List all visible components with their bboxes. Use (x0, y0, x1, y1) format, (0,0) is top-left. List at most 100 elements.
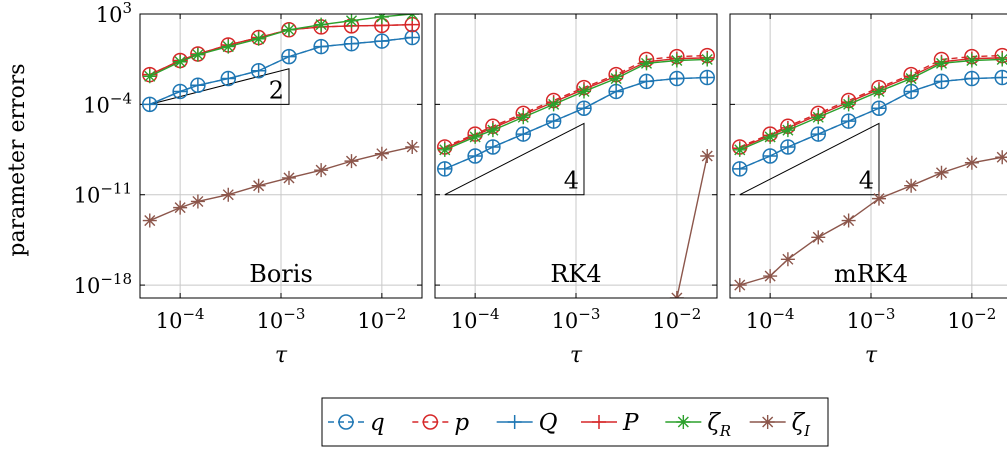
series-Q (142, 30, 420, 112)
series-line-Q (149, 36, 413, 106)
x-axis-label: τ (865, 343, 878, 368)
slope-label: 4 (564, 167, 579, 195)
legend-label: ζI (792, 410, 811, 440)
series-zR (732, 52, 1007, 157)
x-tick-label: 10−4 (451, 305, 500, 333)
slope-triangle (149, 68, 290, 105)
legend-marker (422, 414, 439, 430)
point-Q (904, 84, 919, 99)
point-zI (904, 178, 919, 193)
point-zI (344, 154, 359, 169)
slope-triangle (739, 122, 880, 196)
series-p (732, 47, 1007, 155)
point-Q (576, 101, 591, 116)
point-Q (173, 84, 188, 99)
point-zR (221, 39, 236, 54)
slope-label: 2 (269, 76, 284, 104)
point-zR (468, 129, 483, 144)
panel-boris: 2 Boris 10−4 10−3 10−2 τ 103 10−4 10−11 10−18 (74, 0, 423, 368)
series-line-zR (444, 58, 708, 151)
point-Q (405, 30, 420, 45)
panel-label: Boris (249, 260, 313, 288)
point-Q (251, 63, 266, 78)
point-zR (669, 53, 684, 68)
point-zI (405, 139, 420, 154)
point-zR (374, 14, 389, 24)
point-Q (841, 114, 856, 129)
point-zR (281, 22, 296, 37)
x-tick-label: 10−2 (652, 305, 701, 333)
series-zR (437, 52, 715, 157)
panel-frame (139, 13, 423, 299)
point-zR (546, 97, 561, 112)
series-line-p (444, 54, 708, 148)
slope-triangle (444, 122, 585, 196)
point-Q (700, 70, 715, 85)
y-tick-label: 10−4 (83, 89, 132, 117)
point-Q (964, 71, 979, 86)
series-line-p (739, 54, 1003, 148)
point-zR (763, 129, 778, 144)
y-tick-label: 10−18 (74, 270, 132, 298)
x-axis-label: τ (275, 343, 288, 368)
point-Q (437, 161, 452, 176)
panel-frame (434, 13, 718, 299)
panel-rk4: 4 RK4 10−4 10−3 10−2 τ (434, 13, 718, 368)
point-zI (964, 155, 979, 170)
point-zI (251, 178, 266, 193)
legend-label: q (370, 410, 385, 436)
x-tick-label: 10−2 (357, 305, 406, 333)
series-zI (732, 150, 1007, 293)
point-zR (344, 14, 359, 28)
legend-marker (760, 415, 775, 429)
point-zI (841, 213, 856, 228)
series-line-Q (739, 76, 1003, 170)
series-line-zR (739, 58, 1003, 151)
legend-item-Q: Q (496, 410, 558, 436)
point-zR (780, 123, 795, 138)
legend-label: Q (539, 410, 558, 436)
legend-item-p: p (412, 410, 469, 436)
legend-label: ζR (707, 410, 731, 440)
point-Q (344, 36, 359, 51)
series-line-zI (676, 155, 708, 298)
point-zI (871, 191, 886, 206)
point-zI (142, 213, 157, 228)
series-group (732, 47, 1007, 293)
x-tick-label: 10−3 (257, 305, 306, 333)
slope-label: 4 (859, 167, 874, 195)
point-Q (314, 39, 329, 54)
legend-item-q: q (328, 410, 385, 436)
legend-marker (338, 414, 354, 430)
point-zI (314, 163, 329, 178)
point-Q (732, 161, 747, 176)
point-Q (485, 139, 500, 154)
point-Q (871, 101, 886, 116)
panel-label: RK4 (550, 260, 601, 288)
point-Q (780, 139, 795, 154)
point-zR (251, 31, 266, 46)
point-Q (546, 114, 561, 129)
point-zR (576, 84, 591, 99)
point-zI (173, 200, 188, 215)
point-zR (314, 17, 329, 32)
series-group (437, 47, 715, 298)
y-axis-label: parameter errors (5, 63, 30, 256)
point-zI (190, 194, 205, 209)
point-zI (780, 252, 795, 267)
point-zR (995, 52, 1007, 67)
legend-box (321, 397, 829, 447)
x-tick-label: 10−4 (746, 305, 795, 333)
series-line-P (444, 57, 708, 149)
point-zR (609, 71, 624, 86)
point-zI (700, 149, 715, 163)
point-Q (221, 71, 236, 86)
series-zR (142, 14, 420, 84)
series-q (732, 69, 1007, 177)
x-tick-label: 10−2 (947, 305, 996, 333)
point-zI (811, 230, 826, 245)
legend-marker (507, 415, 522, 429)
series-line-zI (149, 146, 413, 222)
